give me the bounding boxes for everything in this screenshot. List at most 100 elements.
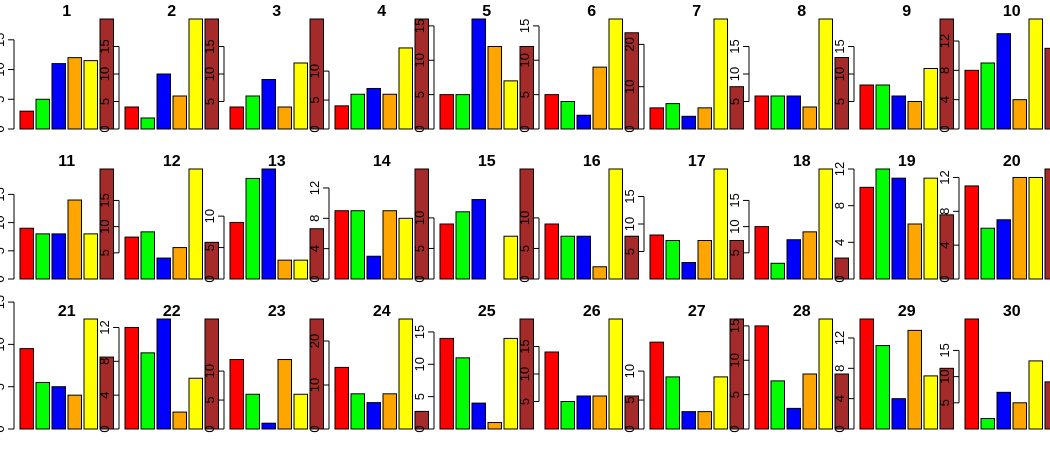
- bar-5: [293, 393, 308, 430]
- y-tick-label: 0: [307, 425, 322, 432]
- y-tick-label: 0: [832, 275, 847, 282]
- bar-6: [834, 373, 849, 430]
- bar-3: [51, 233, 66, 280]
- y-tick-label: 8: [937, 67, 952, 74]
- bar-3: [51, 63, 66, 130]
- bar-5: [293, 259, 308, 280]
- bar-4: [802, 373, 817, 430]
- panel-1: 0 5 10 15 1: [0, 3, 114, 133]
- bar-2: [770, 262, 785, 280]
- bar-1: [964, 69, 979, 130]
- bar-3: [471, 199, 486, 280]
- y-tick-label: 5: [937, 399, 952, 406]
- y-tick-label: 4: [937, 242, 952, 249]
- y-tick-label: 15: [727, 319, 742, 333]
- bar-3: [51, 386, 66, 430]
- y-tick-label: 0: [412, 125, 427, 132]
- bar-2: [35, 233, 50, 280]
- bar-3: [471, 18, 486, 130]
- y-tick-label: 20: [622, 37, 637, 51]
- panel-5: 0 5 10 15 5: [412, 3, 534, 133]
- bar-1: [754, 95, 769, 130]
- bar-2: [560, 235, 575, 280]
- y-tick-label: 12: [307, 181, 322, 195]
- bar-5: [713, 168, 728, 280]
- bar-5: [608, 18, 623, 130]
- y-tick-label: 5: [307, 96, 322, 103]
- y-tick-label: 0: [307, 125, 322, 132]
- bar-4: [1012, 402, 1027, 430]
- y-tick-label: 4: [937, 96, 952, 103]
- y-tick-label: 8: [832, 202, 847, 209]
- bar-3: [366, 87, 381, 130]
- y-tick-label: 15: [0, 187, 7, 201]
- bar-1: [859, 84, 874, 130]
- y-tick-label: 5: [0, 96, 7, 103]
- bar-3: [156, 318, 171, 430]
- bar-5: [188, 377, 203, 430]
- panel-title: 13: [268, 153, 286, 170]
- panel-23: 0 5 10 23: [202, 303, 324, 433]
- y-tick-label: 0: [937, 125, 952, 132]
- bar-2: [770, 95, 785, 130]
- panel-30: 5 10 15 30: [937, 303, 1050, 430]
- bar-3: [261, 79, 276, 130]
- bar-4: [277, 106, 292, 130]
- bar-2: [875, 84, 890, 130]
- y-tick-label: 4: [832, 239, 847, 246]
- bar-4: [172, 95, 187, 130]
- bar-2: [140, 231, 155, 280]
- bar-5: [188, 168, 203, 280]
- y-tick-label: 4: [97, 392, 112, 399]
- y-tick-label: 5: [97, 249, 112, 256]
- y-tick-label: 5: [0, 383, 7, 390]
- bar-6: [834, 57, 849, 130]
- bar-5: [1028, 360, 1043, 430]
- bar-1: [124, 236, 139, 280]
- bar-5: [818, 318, 833, 430]
- bar-3: [681, 262, 696, 280]
- panel-2: 0 5 10 15 2: [97, 3, 219, 133]
- bar-5: [188, 18, 203, 130]
- bar-3: [366, 255, 381, 280]
- bar-6: [309, 228, 324, 280]
- bar-5: [503, 235, 518, 280]
- y-tick-label: 10: [622, 217, 637, 231]
- bar-5: [293, 62, 308, 130]
- y-tick-label: 10: [412, 211, 427, 225]
- bar-2: [455, 357, 470, 430]
- y-tick-label: 5: [412, 245, 427, 252]
- bar-4: [67, 394, 82, 430]
- panel-title: 4: [377, 3, 386, 20]
- bar-1: [124, 106, 139, 130]
- y-tick-label: 5: [412, 393, 427, 400]
- y-tick-label: 10: [937, 369, 952, 383]
- y-tick-label: 10: [832, 67, 847, 81]
- bar-4: [382, 93, 397, 130]
- panel-title: 23: [268, 303, 286, 320]
- bar-6: [624, 395, 639, 430]
- bar-5: [608, 168, 623, 280]
- y-tick-label: 12: [97, 320, 112, 334]
- y-tick-label: 15: [727, 193, 742, 207]
- y-tick-label: 0: [937, 275, 952, 282]
- panel-29: 0 4 8 12 29: [832, 303, 954, 433]
- bar-1: [19, 110, 34, 130]
- y-tick-label: 0: [832, 425, 847, 432]
- panel-15: 0 5 10 15: [412, 153, 534, 283]
- bar-1: [334, 366, 349, 430]
- bar-6: [204, 241, 219, 280]
- y-tick-label: 10: [517, 211, 532, 225]
- bar-3: [576, 395, 591, 430]
- bar-5: [398, 318, 413, 430]
- y-tick-label: 10: [0, 337, 7, 351]
- panel-16: 0 5 10 16: [517, 153, 639, 283]
- bar-1: [754, 325, 769, 430]
- panel-title: 3: [272, 3, 281, 20]
- y-tick-label: 5: [727, 391, 742, 398]
- panel-18: 5 10 15 18: [727, 153, 849, 280]
- bar-5: [398, 217, 413, 280]
- panel-8: 5 10 15 8: [727, 3, 849, 130]
- y-tick-label: 0: [517, 125, 532, 132]
- bar-5: [818, 18, 833, 130]
